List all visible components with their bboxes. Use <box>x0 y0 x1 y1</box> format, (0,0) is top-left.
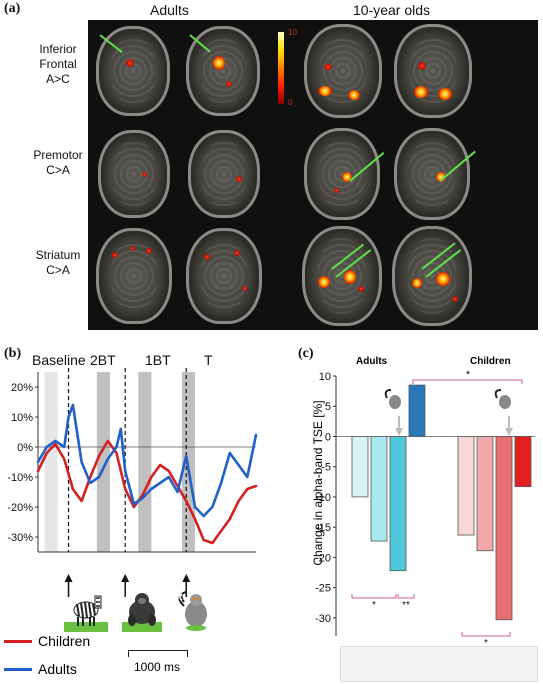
brain-slice <box>394 24 472 118</box>
c-y-tick-label: 0 <box>325 431 331 443</box>
brain-slice <box>392 226 472 326</box>
bar-adults-1bt <box>370 436 388 542</box>
scale-max: 10 <box>288 28 297 37</box>
event-arrow-head <box>64 574 73 582</box>
lemur-icon <box>499 395 511 409</box>
panel-c-label: (c) <box>298 346 314 361</box>
sig-bracket-children <box>461 632 511 637</box>
scale-bar-label: 1000 ms <box>134 660 181 674</box>
c-y-tick-label: -5 <box>321 462 331 474</box>
bar-adults-t <box>389 436 407 572</box>
y-tick-label: 0% <box>17 442 33 454</box>
brain-slice <box>188 130 260 218</box>
row-label-striatum: Striatum C>A <box>35 248 81 277</box>
c-y-tick-label: 10 <box>319 371 331 383</box>
y-tick-label: -10% <box>7 472 33 484</box>
lemur-stimulus-icon <box>176 590 216 632</box>
pointer-arrow-head <box>505 428 513 436</box>
scale-bar <box>128 650 188 657</box>
sig-star-adults-2: ** <box>402 600 410 611</box>
bar-legend <box>340 646 538 682</box>
c-y-tick-label: -30 <box>315 613 331 625</box>
brain-slice <box>304 24 382 118</box>
y-tick-label: -30% <box>7 532 33 544</box>
bar-children-t <box>495 436 513 621</box>
event-arrow-head <box>182 574 191 582</box>
col-header-adults: Adults <box>150 2 189 18</box>
brain-slice <box>186 228 262 324</box>
c-y-tick-label: 5 <box>325 401 331 413</box>
bar-adults-2bt <box>351 436 369 498</box>
panel-b-label: (b) <box>4 346 22 361</box>
phase-label-baseline: Baseline <box>32 352 86 368</box>
panel-a-label: (a) <box>4 1 21 16</box>
sig-bracket-adults-2 <box>397 594 415 599</box>
brain-image-panel: 10 0 <box>88 20 538 330</box>
brain-slice <box>394 128 470 220</box>
row-label-premotor: Premotor C>A <box>33 148 83 177</box>
bar-children-1bt <box>476 436 494 552</box>
col-header-kids: 10-year olds <box>353 2 431 18</box>
phase-label-1bt: 1BT <box>145 352 171 368</box>
legend-line-children <box>4 640 32 643</box>
c-y-tick-label: -25 <box>315 583 331 595</box>
shaded-interval <box>96 372 110 552</box>
lemur-tail <box>494 389 502 399</box>
brain-slice <box>302 226 382 326</box>
shaded-interval <box>44 372 58 552</box>
color-scale-bar <box>278 32 284 104</box>
legend-children: Children <box>38 633 91 649</box>
sig-star-adults-1: * <box>372 600 376 611</box>
bar-children-2bt <box>457 436 475 536</box>
lemur-tail <box>384 389 392 399</box>
y-tick-label: -20% <box>7 502 33 514</box>
lemur-icon <box>389 395 401 409</box>
phase-label-t: T <box>204 352 213 368</box>
legend-adults: Adults <box>38 661 77 677</box>
bar-adults-pr <box>408 384 426 437</box>
y-tick-label: 10% <box>11 412 33 424</box>
c-y-tick-label: -15 <box>315 522 331 534</box>
c-y-tick-label: -20 <box>315 552 331 564</box>
series-line-adults <box>36 403 258 518</box>
phase-label-2bt: 2BT <box>90 352 116 368</box>
sig-star-between: * <box>466 369 471 381</box>
event-arrow-head <box>121 574 130 582</box>
sig-bracket-adults-1 <box>351 594 397 599</box>
legend-line-adults <box>4 668 32 671</box>
bar-children-pr <box>514 436 532 488</box>
pointer-arrow-head <box>395 428 403 436</box>
row-label-inferior-frontal: Inferior Frontal A>C <box>39 42 77 86</box>
zebra-stimulus-icon <box>64 592 108 632</box>
group-label-children: Children <box>470 356 511 367</box>
group-label-adults: Adults <box>356 356 388 367</box>
scale-min: 0 <box>288 98 293 107</box>
sig-bracket-between <box>412 379 523 384</box>
brain-slice <box>304 128 380 220</box>
shaded-interval <box>138 372 152 552</box>
brain-slice <box>98 130 170 218</box>
y-tick-label: 20% <box>11 382 33 394</box>
c-y-tick-label: -10 <box>315 492 331 504</box>
series-line-children <box>36 439 258 545</box>
sig-star-children: * <box>484 638 488 649</box>
brain-slice <box>96 228 172 324</box>
gorilla-stimulus-icon <box>122 590 162 632</box>
